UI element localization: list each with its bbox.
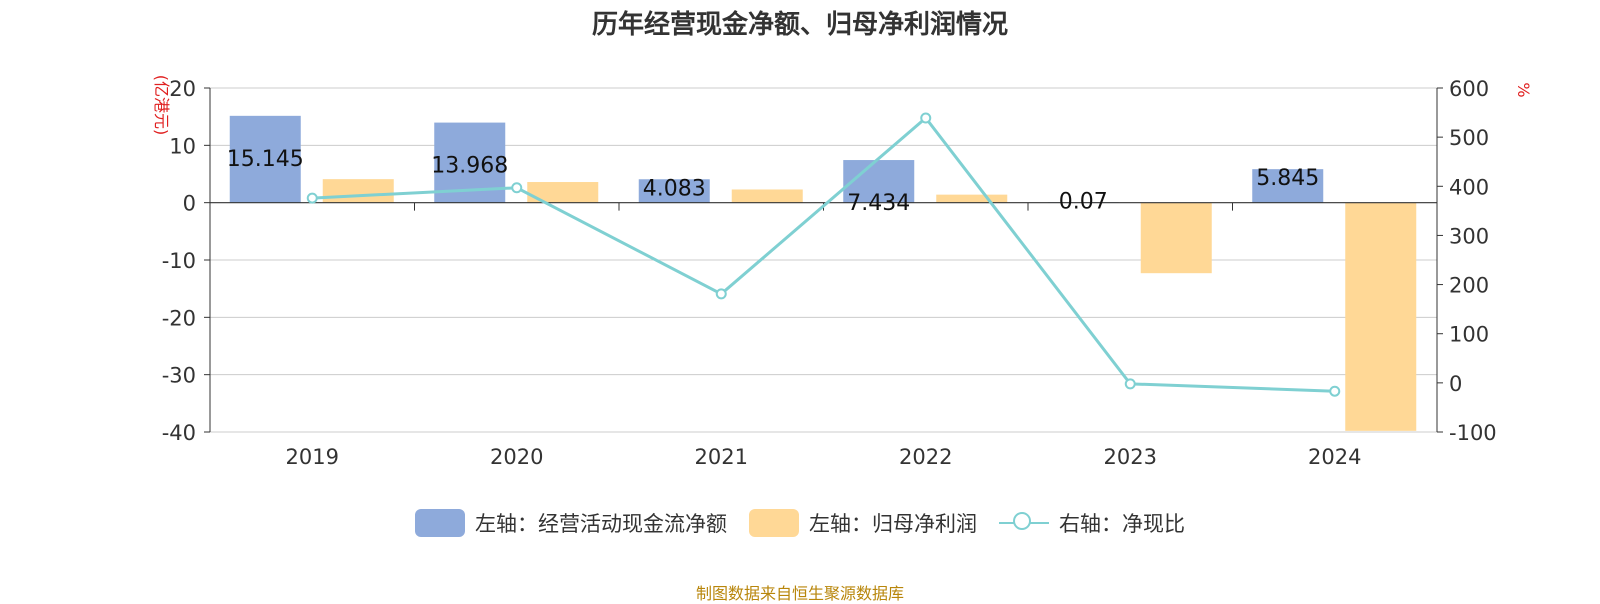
legend-swatch-ratio (999, 509, 1049, 537)
bar-profit (1140, 202, 1212, 274)
bar-profit (322, 179, 394, 203)
chart-title: 历年经营现金净额、归母净利润情况 (591, 10, 1008, 40)
point-ratio (1124, 378, 1136, 390)
x-axis-tick-label: 2022 (899, 445, 952, 469)
right-axis-tick-label: 500 (1449, 126, 1489, 150)
data-source-note: 制图数据来自恒生聚源数据库 (695, 584, 904, 603)
point-ratio (715, 288, 727, 300)
point-ratio (306, 192, 318, 204)
bar-cashflow (843, 160, 915, 203)
point-ratio (1329, 385, 1341, 397)
legend-swatch-cashflow (415, 509, 465, 537)
legend-item-ratio[interactable]: 右轴：净现比 (999, 508, 1185, 538)
left-axis-tick-label: -10 (162, 249, 196, 273)
legend-item-profit[interactable]: 左轴：归母净利润 (749, 508, 977, 538)
left-axis-tick-label: 10 (169, 134, 196, 158)
data-label-cashflow: 7.434 (847, 191, 910, 216)
point-ratio (920, 112, 932, 124)
legend-label-cashflow: 左轴：经营活动现金流净额 (475, 512, 727, 536)
left-axis-tick-label: 0 (183, 192, 196, 216)
point-ratio (511, 182, 523, 194)
right-axis-tick-label: 0 (1449, 372, 1462, 396)
right-axis-tick-label: 600 (1449, 77, 1489, 101)
left-axis-tick-label: 20 (169, 77, 196, 101)
bar-cashflow (229, 115, 301, 203)
legend-swatch-profit (749, 509, 799, 537)
right-axis-tick-label: -100 (1449, 421, 1497, 445)
x-axis-tick-label: 2019 (286, 445, 339, 469)
right-axis-tick-label: 100 (1449, 323, 1489, 347)
x-axis-tick-label: 2021 (695, 445, 748, 469)
data-label-cashflow: 0.07 (1059, 190, 1108, 215)
bar-cashflow (1252, 169, 1324, 203)
bar-cashflow (638, 179, 710, 203)
legend-label-profit: 左轴：归母净利润 (809, 512, 977, 536)
bar-profit (936, 194, 1008, 203)
right-axis-unit-label: % (1514, 82, 1533, 97)
data-label-cashflow: 4.083 (643, 176, 706, 201)
right-axis-tick-label: 400 (1449, 175, 1489, 199)
x-axis-tick-label: 2024 (1308, 445, 1361, 469)
left-axis-tick-label: -20 (162, 306, 196, 330)
bar-profit (1345, 202, 1417, 431)
x-axis-tick-label: 2020 (490, 445, 543, 469)
data-label-cashflow: 13.968 (431, 154, 508, 179)
x-axis-tick-label: 2023 (1104, 445, 1157, 469)
chart-legend: 左轴：经营活动现金流净额 左轴：归母净利润 右轴：净现比 (0, 508, 1600, 538)
left-axis-unit-label: (亿港元) (152, 75, 171, 136)
legend-label-ratio: 右轴：净现比 (1059, 512, 1185, 536)
bar-profit (527, 182, 599, 203)
line-ratio (312, 115, 1335, 393)
right-axis-tick-label: 300 (1449, 224, 1489, 248)
data-label-cashflow: 5.845 (1256, 166, 1319, 191)
left-axis-tick-label: -30 (162, 364, 196, 388)
right-axis-tick-label: 200 (1449, 274, 1489, 298)
left-axis-tick-label: -40 (162, 421, 196, 445)
data-label-cashflow: 15.145 (227, 147, 304, 172)
bar-profit (731, 189, 803, 203)
legend-item-cashflow[interactable]: 左轴：经营活动现金流净额 (415, 508, 727, 538)
